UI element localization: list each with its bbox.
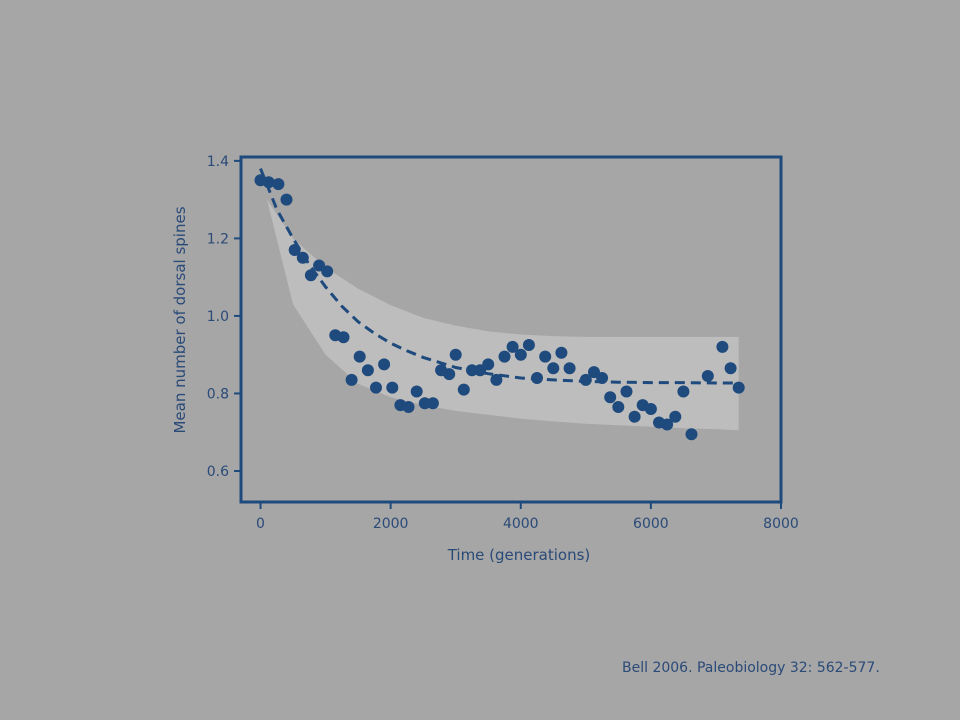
- data-points-layer: [254, 174, 745, 441]
- data-point: [353, 350, 366, 363]
- data-point: [539, 350, 552, 363]
- data-point: [620, 385, 633, 398]
- confidence-band: [267, 199, 739, 431]
- data-point: [661, 418, 674, 431]
- data-point: [612, 401, 625, 413]
- y-axis-title: Mean number of dorsal spines: [171, 206, 189, 433]
- data-point: [443, 368, 456, 381]
- data-point: [701, 370, 714, 382]
- data-point: [531, 372, 543, 384]
- data-point: [644, 403, 657, 415]
- data-point: [490, 373, 503, 386]
- x-axis-title: Time (generations): [447, 546, 591, 564]
- data-point: [296, 251, 309, 264]
- x-tick-label: 0: [256, 516, 265, 532]
- data-point: [677, 385, 690, 398]
- data-point: [596, 372, 609, 384]
- fit-curve: [259, 168, 739, 385]
- data-point: [321, 265, 334, 278]
- data-point: [402, 401, 415, 413]
- data-point: [724, 362, 737, 375]
- data-point: [280, 193, 293, 206]
- y-tick-label: 0.6: [207, 464, 229, 480]
- data-point: [514, 348, 527, 361]
- data-point: [669, 410, 682, 423]
- x-tick-label: 6000: [633, 516, 669, 532]
- y-tick-label: 1.2: [207, 231, 229, 247]
- confidence-band-layer: [267, 199, 739, 431]
- data-point: [522, 339, 535, 351]
- citation-text: Bell 2006. Paleobiology 32: 562-577.: [622, 660, 880, 676]
- data-point: [378, 358, 391, 371]
- data-point: [604, 391, 617, 404]
- data-point: [361, 364, 374, 377]
- data-point: [482, 358, 495, 371]
- fit-curve-layer: [259, 168, 739, 385]
- y-tick-label: 1.0: [207, 309, 229, 325]
- data-point: [386, 381, 399, 394]
- data-point: [685, 428, 698, 441]
- data-point: [628, 410, 641, 423]
- data-point: [345, 373, 358, 386]
- axes-layer: 0.6 0.8 1.0 1.2 1.4 0 2000 4000 6000 8000: [207, 154, 799, 532]
- data-point: [579, 373, 592, 386]
- x-tick-label: 2000: [373, 516, 409, 532]
- data-point: [304, 269, 317, 282]
- x-tick-label: 8000: [763, 516, 799, 532]
- data-point: [555, 346, 568, 359]
- data-point: [410, 385, 423, 398]
- data-point: [337, 331, 350, 344]
- data-point: [262, 176, 275, 189]
- data-point: [563, 362, 576, 375]
- data-point: [370, 381, 382, 394]
- y-tick-label: 0.8: [207, 386, 229, 402]
- data-point: [449, 348, 462, 361]
- data-point: [288, 244, 301, 256]
- data-point: [457, 383, 470, 396]
- y-tick-label: 1.4: [207, 154, 229, 170]
- data-point: [506, 340, 519, 353]
- data-point: [716, 340, 729, 353]
- data-point: [272, 178, 285, 191]
- data-point: [547, 362, 560, 375]
- plot-area-frame: [239, 155, 783, 504]
- data-point: [732, 381, 745, 394]
- data-point: [426, 397, 439, 410]
- x-tick-label: 4000: [503, 516, 539, 532]
- data-point: [498, 350, 511, 363]
